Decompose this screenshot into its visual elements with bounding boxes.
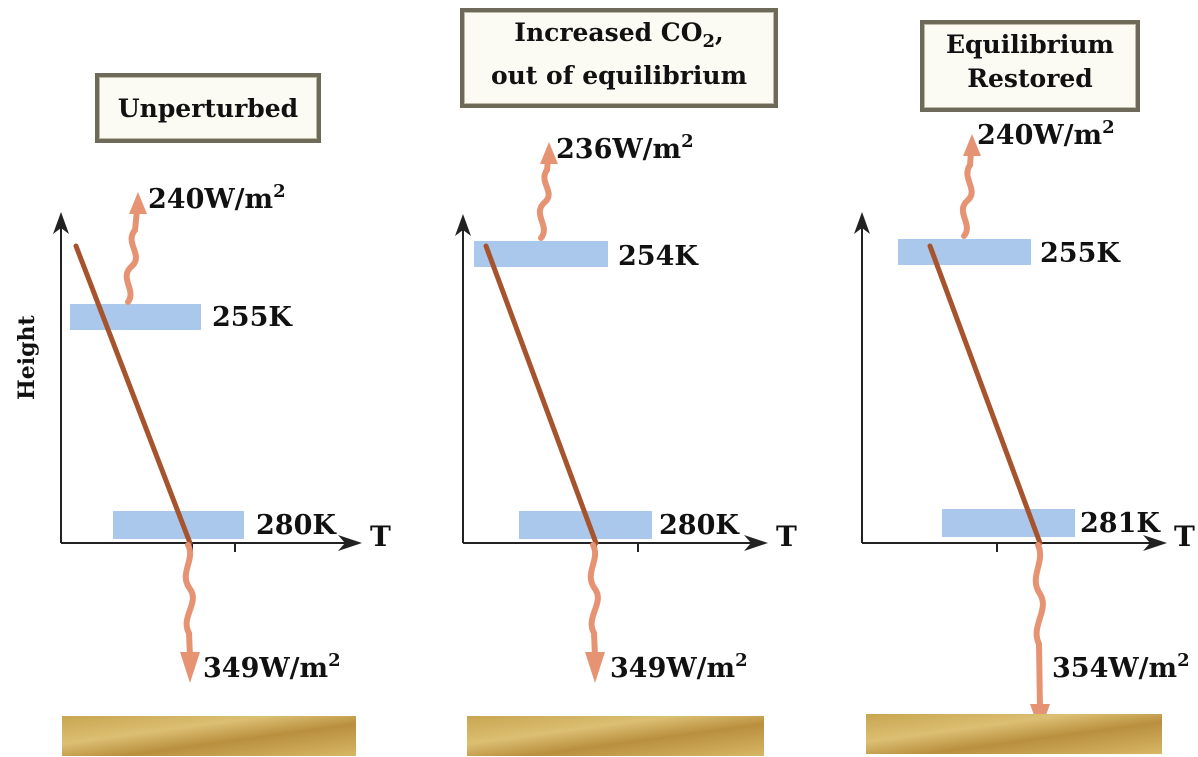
outgoing-flux-arrow — [123, 207, 140, 305]
ground-surface — [866, 714, 1162, 754]
panel-title-increased-co2: Increased CO2, out of equilibrium — [460, 8, 778, 108]
temperature-axis-arrowhead — [338, 535, 362, 551]
outgoing-flux-label: 240W/m2 — [148, 183, 286, 215]
flux-exponent: 2 — [1177, 650, 1190, 671]
panel-title-line2: out of equilibrium — [490, 61, 748, 90]
surface-temperature-label: 280K — [256, 510, 336, 541]
emission-layer-band — [474, 241, 608, 267]
outgoing-flux-label: 240W/m2 — [977, 119, 1115, 151]
emission-temperature-label: 254K — [618, 241, 698, 272]
temperature-axis-arrowhead — [744, 535, 768, 551]
panel-title-unperturbed: Unperturbed — [95, 73, 321, 143]
flux-exponent: 2 — [1102, 117, 1115, 138]
ground-surface — [467, 716, 764, 756]
surface-flux-arrowhead — [180, 652, 200, 683]
height-axis-arrowhead — [53, 212, 69, 234]
panel-equilibrium-restored — [854, 134, 1167, 754]
emission-layer-band — [70, 304, 201, 330]
surface-flux-arrow — [182, 542, 196, 659]
flux-value: 349W/m — [610, 653, 736, 684]
lapse-rate-line — [73, 243, 193, 546]
title-subscript: 2 — [702, 31, 716, 52]
height-axis-label: Height — [14, 315, 40, 400]
emission-layer-band — [898, 239, 1031, 265]
lapse-rate-line — [483, 243, 599, 546]
surface-flux-arrow — [587, 542, 601, 659]
surface-flux-arrowhead — [585, 652, 605, 683]
outgoing-flux-arrow — [959, 149, 975, 239]
ground-surface — [62, 716, 356, 756]
flux-value: 240W/m — [148, 184, 274, 215]
flux-value: 236W/m — [556, 134, 682, 165]
surface-flux-arrow — [1032, 542, 1046, 713]
outgoing-flux-arrow — [536, 157, 552, 241]
temperature-axis-arrowhead — [1143, 535, 1167, 551]
outgoing-flux-arrowhead — [129, 192, 147, 214]
panel-increased-co2 — [455, 142, 768, 756]
lapse-rate-line — [927, 243, 1043, 546]
outgoing-flux-label: 236W/m2 — [556, 133, 694, 165]
surface-temperature-label: 280K — [659, 510, 739, 541]
outgoing-flux-arrowhead — [963, 134, 981, 156]
temperature-axis-label: T — [1174, 520, 1195, 553]
outgoing-flux-arrowhead — [540, 142, 558, 164]
flux-value: 240W/m — [977, 120, 1103, 151]
panel-title-equilibrium-restored: Equilibrium Restored — [920, 20, 1140, 112]
surface-layer-band — [942, 509, 1075, 537]
emission-temperature-label: 255K — [212, 302, 292, 333]
panel-title-text: Unperturbed — [117, 94, 299, 123]
panel-title-line2: Restored — [967, 64, 1093, 93]
flux-value: 354W/m — [1052, 653, 1178, 684]
emission-temperature-label: 255K — [1040, 238, 1120, 269]
surface-temperature-label: 281K — [1080, 508, 1160, 539]
panel-title-line1: Increased CO2, — [470, 16, 768, 59]
surface-flux-label: 349W/m2 — [610, 652, 748, 684]
flux-value: 349W/m — [203, 653, 329, 684]
surface-flux-label: 349W/m2 — [203, 652, 341, 684]
surface-flux-label: 354W/m2 — [1052, 652, 1190, 684]
temperature-axis-label: T — [776, 520, 797, 553]
panel-unperturbed — [53, 192, 362, 756]
height-axis-arrowhead — [455, 214, 471, 236]
flux-exponent: 2 — [681, 131, 694, 152]
panel-title-line1: Equilibrium — [946, 30, 1114, 59]
title-comma: , — [715, 18, 724, 47]
flux-exponent: 2 — [328, 650, 341, 671]
temperature-axis-label: T — [370, 520, 391, 553]
height-axis-arrowhead — [854, 212, 870, 234]
flux-exponent: 2 — [273, 181, 286, 202]
flux-exponent: 2 — [735, 650, 748, 671]
title-text: Increased CO — [514, 18, 703, 47]
